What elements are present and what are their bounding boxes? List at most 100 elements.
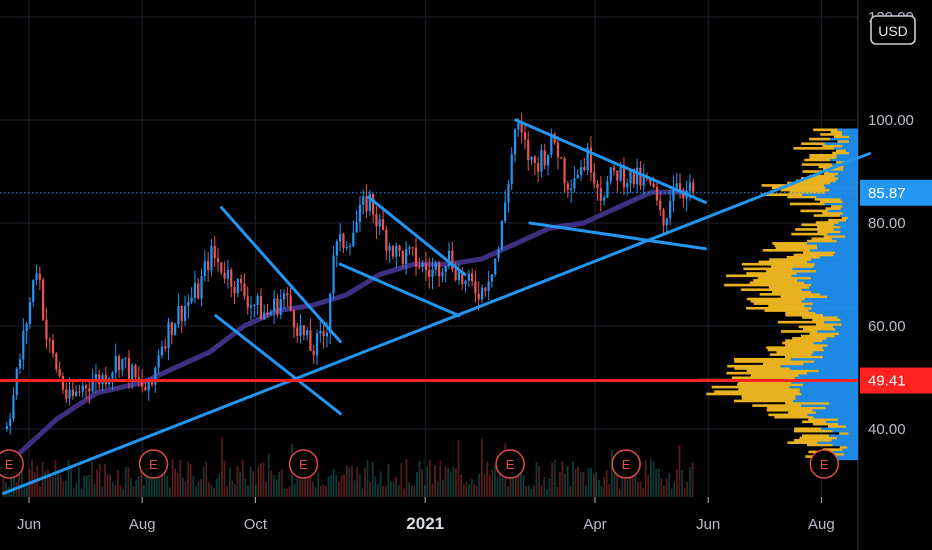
candle-body bbox=[438, 263, 441, 277]
volume-bar bbox=[150, 476, 153, 497]
volume-bar bbox=[462, 484, 465, 497]
volume-profile-bar-orange bbox=[795, 228, 834, 231]
volume-profile-bar-orange bbox=[808, 418, 838, 421]
volume-profile-bar-blue bbox=[825, 186, 858, 190]
volume-bar bbox=[184, 482, 187, 497]
volume-profile-bar-blue bbox=[837, 418, 858, 421]
volume-profile-bar-blue bbox=[804, 281, 858, 285]
volume-profile-bar-blue bbox=[817, 246, 858, 250]
candle-body bbox=[12, 395, 15, 419]
candle-body bbox=[319, 330, 322, 334]
candle-body bbox=[335, 241, 338, 256]
volume-profile-bar-orange bbox=[727, 364, 781, 368]
candle-body bbox=[688, 182, 692, 191]
volume-profile-bar-blue bbox=[843, 452, 858, 456]
candle-body bbox=[669, 200, 672, 219]
volume-profile-bar-orange bbox=[811, 237, 833, 241]
volume-bar bbox=[265, 481, 268, 497]
volume-bar bbox=[161, 472, 164, 497]
volume-profile-bar-orange bbox=[738, 388, 801, 391]
candle-body bbox=[494, 258, 497, 275]
volume-profile-bar-blue bbox=[840, 214, 858, 217]
currency-button[interactable]: USD bbox=[870, 15, 916, 45]
earnings-marker-label: E bbox=[299, 457, 308, 472]
volume-bar bbox=[475, 486, 478, 497]
candle-body bbox=[365, 196, 368, 212]
volume-bar bbox=[639, 481, 642, 497]
volume-profile-bar-orange bbox=[801, 142, 825, 146]
volume-profile-bar-blue bbox=[838, 221, 858, 224]
candle-body bbox=[144, 386, 147, 391]
volume-bar bbox=[169, 487, 171, 497]
volume-profile-bar-orange bbox=[793, 253, 834, 257]
volume-profile-bar-orange bbox=[766, 346, 823, 349]
volume-profile-bar-blue bbox=[814, 360, 858, 363]
volume-profile-bar-blue bbox=[842, 144, 858, 148]
candle-body bbox=[603, 197, 606, 201]
volume-bar bbox=[660, 478, 663, 497]
candle-body bbox=[659, 200, 662, 210]
volume-profile-bar-blue bbox=[795, 397, 858, 400]
volume-profile-bar-blue bbox=[830, 158, 858, 162]
candle-body bbox=[68, 389, 71, 399]
candle-body bbox=[372, 193, 375, 215]
volume-profile-bar-blue bbox=[796, 272, 858, 275]
volume-profile-bar-orange bbox=[767, 348, 824, 352]
volume-profile-bar-orange bbox=[819, 200, 843, 203]
volume-profile-bar-orange bbox=[785, 311, 816, 315]
volume-bar bbox=[564, 473, 567, 497]
volume-bar bbox=[111, 482, 114, 497]
volume-profile-bar-blue bbox=[829, 434, 858, 438]
volume-bar bbox=[83, 475, 86, 497]
candle-body bbox=[378, 219, 381, 227]
volume-bar bbox=[260, 463, 262, 497]
candle-body bbox=[464, 280, 467, 284]
volume-bar bbox=[343, 474, 346, 497]
volume-bar bbox=[262, 462, 265, 497]
volume-profile-bar-orange bbox=[750, 374, 799, 377]
volume-bar bbox=[650, 459, 652, 497]
volume-bar bbox=[668, 473, 671, 497]
volume-bar bbox=[31, 459, 34, 497]
volume-bar bbox=[631, 465, 634, 497]
volume-profile-bar-orange bbox=[775, 246, 818, 250]
volume-profile-bar-orange bbox=[802, 420, 827, 424]
volume-profile-bar-blue bbox=[842, 204, 858, 208]
volume-profile-bar-blue bbox=[834, 334, 858, 338]
candle-body bbox=[187, 301, 190, 307]
volume-profile-bar-blue bbox=[822, 339, 858, 343]
volume-bar bbox=[507, 486, 509, 497]
volume-bar bbox=[582, 471, 585, 497]
volume-bar bbox=[80, 488, 83, 497]
volume-bar bbox=[195, 486, 197, 497]
volume-bar bbox=[551, 462, 554, 497]
volume-bar bbox=[465, 481, 468, 497]
candle-body bbox=[497, 249, 500, 259]
volume-profile-bar-orange bbox=[809, 156, 837, 159]
candle-body bbox=[61, 376, 65, 390]
volume-bar bbox=[314, 487, 317, 497]
volume-profile-bar-orange bbox=[714, 390, 800, 393]
volume-profile-bar-blue bbox=[809, 286, 858, 289]
volume-profile-bar-blue bbox=[789, 385, 858, 389]
candle-body bbox=[42, 279, 45, 320]
volume-profile-bar-orange bbox=[774, 244, 818, 247]
volume-bar bbox=[5, 481, 8, 497]
volume-bar bbox=[434, 465, 437, 497]
support-level-label: 49.41 bbox=[868, 373, 906, 390]
candle-body bbox=[71, 389, 74, 396]
volume-bar bbox=[405, 459, 408, 497]
candle-body bbox=[141, 379, 144, 387]
volume-profile-bar-blue bbox=[780, 364, 858, 368]
candle-body bbox=[652, 183, 655, 187]
volume-bar bbox=[499, 466, 502, 497]
volume-profile-bar-orange bbox=[801, 434, 830, 438]
volume-profile-bar-orange bbox=[822, 448, 843, 451]
volume-profile-bar-blue bbox=[831, 439, 858, 442]
x-tick-label: 2021 bbox=[406, 514, 444, 533]
volume-bar bbox=[382, 486, 385, 497]
volume-bar bbox=[20, 462, 23, 497]
volume-profile-bar-blue bbox=[824, 184, 858, 187]
volume-bar bbox=[247, 485, 249, 497]
